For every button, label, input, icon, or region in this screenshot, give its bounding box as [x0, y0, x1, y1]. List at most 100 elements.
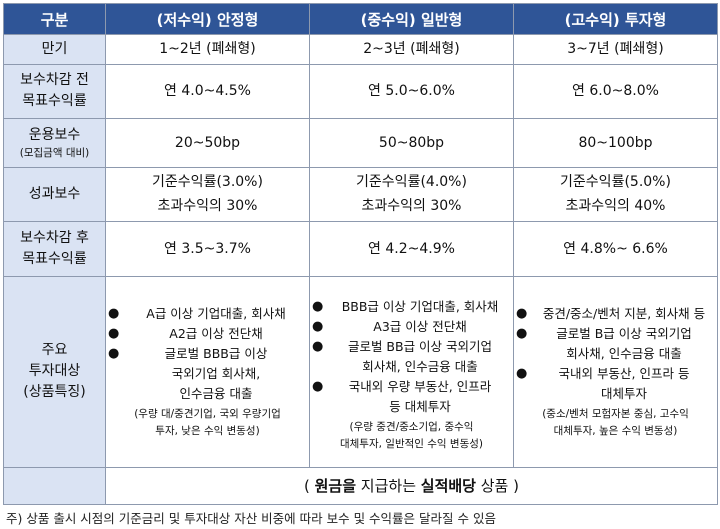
investment-list-general: ● BBB급 이상 기업대출, 회사채 ● A3급 이상 전단채 ● 글로벌 BB급… [310, 297, 513, 417]
bullet-icon: ● [108, 325, 120, 341]
list-item: ● BBB급 이상 기업대출, 회사채 [310, 297, 513, 317]
bullet-icon: ● [108, 345, 120, 361]
list-item-text: 중견/중소/벤처 지분, 회사채 등 [542, 305, 706, 321]
header-general: (중수익) 일반형 [309, 2, 514, 36]
cell-investments-stable: ● A급 이상 기업대출, 회사채 ● A2급 이상 전단채 ● 글로벌 BBB급 … [105, 275, 310, 468]
investment-list-investment: ● 중견/중소/벤처 지분, 회사채 등 ● 글로벌 B급 이상 국외기업 회사채… [514, 304, 717, 404]
list-item-text: 등 대체투자 [389, 398, 451, 414]
list-item-text: 국내외 부동산, 인프라 등 [558, 365, 690, 381]
header-category: 구분 [3, 2, 106, 36]
list-item-text: A급 이상 기업대출, 회사채 [146, 305, 286, 321]
label-target-after-line1: 보수차감 후 [20, 229, 89, 246]
row-investments: 주요 투자대상 (상품특징) ● A급 이상 기업대출, 회사채 ● A2급 이상 … [3, 275, 718, 468]
footer-open: ( [304, 477, 315, 496]
list-item-text: 대체투자 [600, 385, 647, 401]
label-target-after: 보수차감 후 목표수익률 [3, 221, 106, 277]
bullet-icon: ● [312, 318, 324, 334]
bullet-icon: ● [516, 365, 528, 381]
bullet-icon: ● [312, 338, 324, 354]
row-maturity: 만기 1~2년 (폐쇄형) 2~3년 (폐쇄형) 3~7년 (폐쇄형) [3, 34, 718, 65]
cell-target-before-investment: 연 6.0~8.0% [513, 63, 718, 120]
list-item-text: 국내외 우량 부동산, 인프라 [348, 378, 492, 394]
list-item: ● 글로벌 BBB급 이상 국외기업 회사채, 인수금융 대출 [106, 344, 309, 404]
investment-note-general: (우량 중견/중소기업, 중수익 대체투자, 일반적인 수익 변동성) [310, 419, 513, 453]
list-item-text: BBB급 이상 기업대출, 회사채 [341, 298, 499, 314]
list-item: ● 중견/중소/벤처 지분, 회사채 등 [514, 304, 717, 324]
label-mgmt-fee: 운용보수 (모집금액 대비) [3, 118, 106, 168]
label-investments-line1: 주요 [41, 342, 68, 359]
bullet-icon: ● [312, 378, 324, 394]
cell-target-before-stable: 연 4.0~4.5% [105, 63, 310, 120]
cell-maturity-stable: 1~2년 (폐쇄형) [105, 34, 310, 65]
note-line: (우량 대/중견기업, 국외 우량기업 [134, 407, 281, 420]
cell-mgmt-fee-stable: 20~50bp [105, 118, 310, 168]
label-investments: 주요 투자대상 (상품특징) [3, 275, 106, 468]
cell-target-after-investment: 연 4.8%~ 6.6% [513, 221, 718, 277]
investment-list-stable: ● A급 이상 기업대출, 회사채 ● A2급 이상 전단채 ● 글로벌 BBB급 … [106, 304, 309, 404]
investment-note-investment: (중소/벤처 모험자본 중심, 고수익 대체투자, 높은 수익 변동성) [514, 406, 717, 440]
list-item: ● 글로벌 BB급 이상 국외기업 회사채, 인수금융 대출 [310, 337, 513, 377]
product-comparison-table: 구분 (저수익) 안정형 (중수익) 일반형 (고수익) 투자형 만기 1~2년… [3, 2, 718, 506]
cell-maturity-general: 2~3년 (폐쇄형) [309, 34, 514, 65]
list-item-text: 회사채, 인수금융 대출 [566, 345, 682, 361]
label-perf-fee: 성과보수 [3, 166, 106, 223]
list-item: ● 국내외 우량 부동산, 인프라 등 대체투자 [310, 377, 513, 417]
list-item: ● A3급 이상 전단채 [310, 317, 513, 337]
list-item: ● 글로벌 B급 이상 국외기업 회사채, 인수금융 대출 [514, 324, 717, 364]
footer-summary: ( 원금을 지급하는 실적배당 상품 ) [105, 466, 718, 506]
label-mgmt-fee-sub: (모집금액 대비) [19, 147, 90, 160]
list-item: ● A2급 이상 전단채 [106, 324, 309, 344]
bullet-icon: ● [516, 325, 528, 341]
label-target-after-line2: 목표수익률 [22, 250, 87, 267]
cell-perf-fee-stable: 기준수익률(3.0%) 초과수익의 30% [105, 166, 310, 223]
cell-investments-general: ● BBB급 이상 기업대출, 회사채 ● A3급 이상 전단채 ● 글로벌 BB급… [309, 275, 514, 468]
header-row: 구분 (저수익) 안정형 (중수익) 일반형 (고수익) 투자형 [3, 2, 718, 36]
label-investments-line3: (상품특징) [23, 384, 86, 401]
footer-bold-principal: 원금을 [314, 477, 357, 496]
cell-target-after-stable: 연 3.5~3.7% [105, 221, 310, 277]
footnote: 주) 상품 출시 시점의 기준금리 및 투자대상 자산 비중에 따라 보수 및 … [6, 511, 496, 526]
row-mgmt-fee: 운용보수 (모집금액 대비) 20~50bp 50~80bp 80~100bp [3, 118, 718, 168]
list-item-text: 국외기업 회사채, [171, 365, 261, 381]
list-item-text: 인수금융 대출 [179, 385, 253, 401]
footer-row: ( 원금을 지급하는 실적배당 상품 ) [3, 466, 718, 506]
label-maturity: 만기 [3, 34, 106, 65]
cell-perf-fee-general: 기준수익률(4.0%) 초과수익의 30% [309, 166, 514, 223]
row-target-after: 보수차감 후 목표수익률 연 3.5~3.7% 연 4.2~4.9% 연 4.8… [3, 221, 718, 277]
note-line: (중소/벤처 모험자본 중심, 고수익 [542, 407, 689, 420]
list-item-text: A2급 이상 전단채 [169, 325, 263, 341]
note-line: 대체투자, 일반적인 수익 변동성) [339, 437, 484, 450]
footer-label-blank [3, 466, 106, 506]
label-target-before: 보수차감 전 목표수익률 [3, 63, 106, 120]
label-mgmt-fee-main: 운용보수 [28, 127, 81, 144]
list-item-text: A3급 이상 전단채 [373, 318, 467, 334]
footer-middle: 지급하는 [356, 477, 421, 496]
cell-investments-investment: ● 중견/중소/벤처 지분, 회사채 등 ● 글로벌 B급 이상 국외기업 회사채… [513, 275, 718, 468]
label-investments-line2: 투자대상 [28, 363, 81, 380]
row-target-before: 보수차감 전 목표수익률 연 4.0~4.5% 연 5.0~6.0% 연 6.0… [3, 63, 718, 120]
bullet-icon: ● [108, 305, 120, 321]
list-item-text: 글로벌 BB급 이상 국외기업 [347, 338, 493, 354]
perf-fee-investment-line1: 기준수익률(5.0%) [560, 174, 671, 191]
bullet-icon: ● [312, 298, 324, 314]
header-investment: (고수익) 투자형 [513, 2, 718, 36]
footer-bold-performance: 실적배당 [420, 477, 476, 496]
row-perf-fee: 성과보수 기준수익률(3.0%) 초과수익의 30% 기준수익률(4.0%) 초… [3, 166, 718, 223]
label-target-before-line1: 보수차감 전 [20, 72, 89, 89]
bullet-icon: ● [516, 305, 528, 321]
list-item-text: 글로벌 B급 이상 국외기업 [556, 325, 692, 341]
perf-fee-general-line1: 기준수익률(4.0%) [356, 174, 467, 191]
cell-target-after-general: 연 4.2~4.9% [309, 221, 514, 277]
investment-note-stable: (우량 대/중견기업, 국외 우량기업 투자, 낮은 수익 변동성) [106, 406, 309, 440]
perf-fee-stable-line1: 기준수익률(3.0%) [152, 174, 263, 191]
footer-tail: 상품 ) [475, 477, 519, 496]
perf-fee-stable-line2: 초과수익의 30% [157, 198, 258, 215]
note-line: 대체투자, 높은 수익 변동성) [553, 424, 678, 437]
cell-mgmt-fee-investment: 80~100bp [513, 118, 718, 168]
label-target-before-line2: 목표수익률 [22, 93, 87, 110]
perf-fee-general-line2: 초과수익의 30% [361, 198, 462, 215]
header-stable: (저수익) 안정형 [105, 2, 310, 36]
cell-target-before-general: 연 5.0~6.0% [309, 63, 514, 120]
cell-perf-fee-investment: 기준수익률(5.0%) 초과수익의 40% [513, 166, 718, 223]
list-item: ● A급 이상 기업대출, 회사채 [106, 304, 309, 324]
